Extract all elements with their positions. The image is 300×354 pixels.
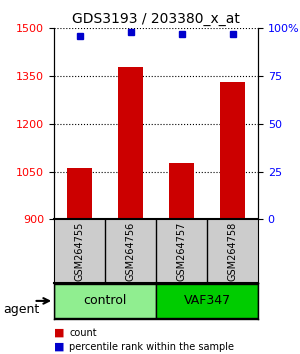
Text: GSM264755: GSM264755 (74, 222, 85, 281)
Text: GSM264758: GSM264758 (227, 222, 238, 281)
Bar (67, 167, 92, 219)
Text: GSM264757: GSM264757 (176, 222, 187, 281)
Text: control: control (83, 295, 127, 307)
Title: GDS3193 / 203380_x_at: GDS3193 / 203380_x_at (72, 12, 240, 26)
Text: ■: ■ (54, 328, 64, 338)
Bar (220, 82, 245, 219)
Text: agent: agent (3, 303, 39, 316)
FancyBboxPatch shape (156, 284, 258, 318)
Text: ■: ■ (54, 342, 64, 352)
FancyBboxPatch shape (54, 284, 156, 318)
Text: percentile rank within the sample: percentile rank within the sample (69, 342, 234, 352)
Text: GSM264756: GSM264756 (125, 222, 136, 281)
Text: count: count (69, 328, 97, 338)
Bar (169, 163, 194, 219)
Bar (118, 67, 143, 219)
Text: VAF347: VAF347 (183, 295, 231, 307)
